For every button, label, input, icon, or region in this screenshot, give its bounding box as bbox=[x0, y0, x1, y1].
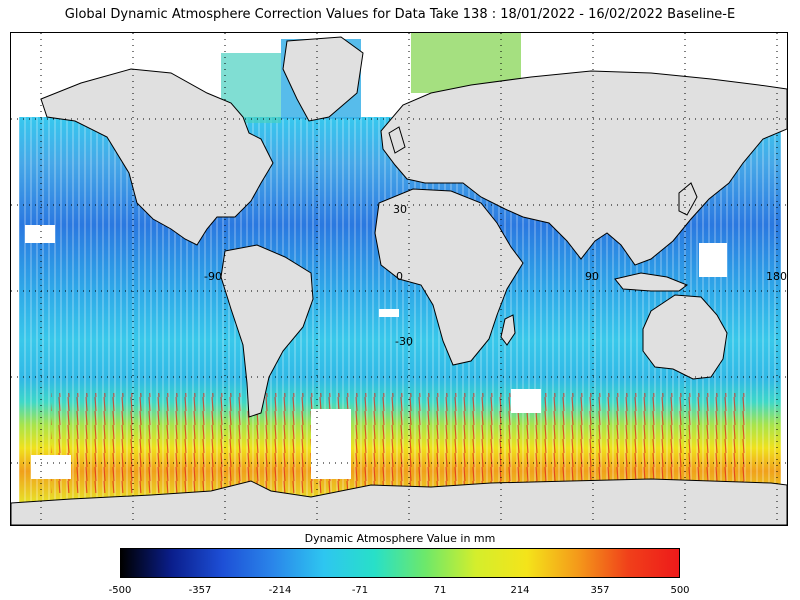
colorbar-tick: -71 bbox=[351, 585, 369, 596]
colorbar-tick: 500 bbox=[670, 585, 690, 596]
map-title: Global Dynamic Atmosphere Correction Val… bbox=[64, 7, 736, 22]
land-britain bbox=[388, 126, 406, 154]
map-panel: 30 -30 -90 0 90 180 bbox=[10, 32, 788, 526]
colorbar-tick: 71 bbox=[433, 585, 447, 596]
land-japan bbox=[678, 182, 698, 216]
land-australia bbox=[642, 294, 728, 380]
colorbar bbox=[120, 548, 680, 578]
lat-label-30s: -30 bbox=[395, 335, 413, 348]
land-north-america bbox=[40, 68, 274, 246]
lon-label-0: 0 bbox=[396, 270, 403, 283]
lon-label-90: 90 bbox=[585, 270, 599, 283]
colorbar-title: Dynamic Atmosphere Value in mm bbox=[304, 532, 496, 545]
world-map: 30 -30 -90 0 90 180 bbox=[11, 33, 787, 525]
colorbar-tick: 214 bbox=[510, 585, 530, 596]
land-madagascar bbox=[500, 314, 516, 346]
land-greenland bbox=[282, 36, 364, 122]
land-africa bbox=[374, 188, 524, 366]
graticule bbox=[11, 33, 787, 525]
lon-label-minus-90: -90 bbox=[204, 270, 222, 283]
colorbar-tick: -214 bbox=[268, 585, 292, 596]
land-indonesia bbox=[614, 272, 689, 292]
colorbar-tick: 357 bbox=[590, 585, 610, 596]
land-eurasia bbox=[380, 70, 787, 266]
land-masses bbox=[11, 36, 787, 525]
lat-label-30n: 30 bbox=[393, 203, 407, 216]
colorbar-tick: -500 bbox=[108, 585, 132, 596]
lon-label-180: 180 bbox=[766, 270, 787, 283]
colorbar-tick: -357 bbox=[188, 585, 212, 596]
